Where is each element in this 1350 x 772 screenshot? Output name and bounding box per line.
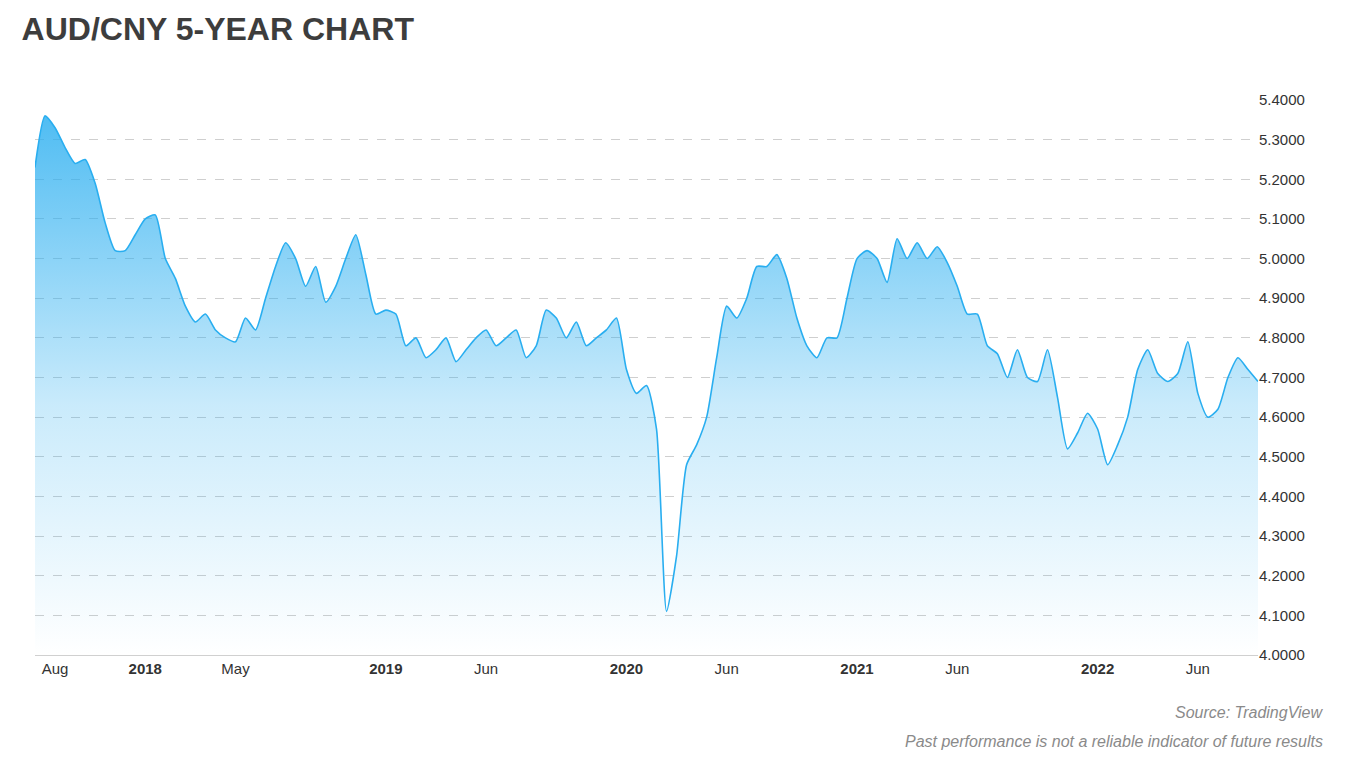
svg-text:Jun: Jun bbox=[474, 660, 498, 677]
svg-text:Source: TradingView: Source: TradingView bbox=[1175, 704, 1323, 721]
svg-text:4.5000: 4.5000 bbox=[1259, 448, 1305, 465]
svg-text:4.2000: 4.2000 bbox=[1259, 567, 1305, 584]
svg-text:4.7000: 4.7000 bbox=[1259, 369, 1305, 386]
svg-text:AUD/CNY 5-YEAR CHART: AUD/CNY 5-YEAR CHART bbox=[22, 11, 415, 47]
svg-text:5.1000: 5.1000 bbox=[1259, 210, 1305, 227]
svg-text:2018: 2018 bbox=[129, 660, 162, 677]
svg-text:Past performance is not a reli: Past performance is not a reliable indic… bbox=[905, 733, 1323, 750]
svg-text:2021: 2021 bbox=[840, 660, 873, 677]
svg-text:2022: 2022 bbox=[1081, 660, 1114, 677]
svg-text:2019: 2019 bbox=[369, 660, 402, 677]
svg-text:Jun: Jun bbox=[945, 660, 969, 677]
svg-text:4.9000: 4.9000 bbox=[1259, 289, 1305, 306]
svg-text:Jun: Jun bbox=[1186, 660, 1210, 677]
svg-text:4.3000: 4.3000 bbox=[1259, 527, 1305, 544]
svg-text:5.2000: 5.2000 bbox=[1259, 171, 1305, 188]
svg-text:4.1000: 4.1000 bbox=[1259, 607, 1305, 624]
svg-text:5.3000: 5.3000 bbox=[1259, 131, 1305, 148]
svg-text:5.4000: 5.4000 bbox=[1259, 91, 1305, 108]
svg-text:4.6000: 4.6000 bbox=[1259, 408, 1305, 425]
svg-text:Aug: Aug bbox=[42, 660, 69, 677]
svg-text:5.0000: 5.0000 bbox=[1259, 250, 1305, 267]
svg-text:May: May bbox=[221, 660, 250, 677]
svg-text:2020: 2020 bbox=[610, 660, 643, 677]
svg-text:4.4000: 4.4000 bbox=[1259, 488, 1305, 505]
svg-text:Jun: Jun bbox=[715, 660, 739, 677]
svg-text:4.8000: 4.8000 bbox=[1259, 329, 1305, 346]
svg-text:4.0000: 4.0000 bbox=[1259, 646, 1305, 663]
